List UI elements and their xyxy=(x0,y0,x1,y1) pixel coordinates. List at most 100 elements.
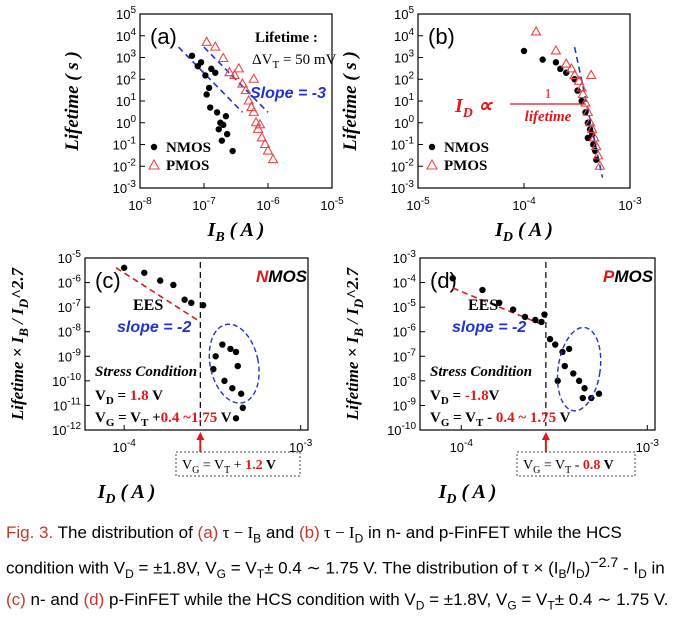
device-label: PMOS xyxy=(603,267,654,286)
annotation-rest: = 50 mV xyxy=(279,52,336,68)
tick-base: 10 xyxy=(113,138,127,153)
data-point-dot xyxy=(227,345,234,353)
x-tick-label: 10-4 xyxy=(112,438,136,455)
vg-sub2: T xyxy=(476,417,484,429)
tick-exponent: 1 xyxy=(130,92,136,103)
caption-sub: B xyxy=(558,567,567,582)
tick-exponent: -5 xyxy=(407,298,416,309)
data-point-triangle xyxy=(565,62,577,73)
caption-sup: −2.7 xyxy=(590,555,619,572)
vd-sub: D xyxy=(441,395,449,407)
vd-v: V xyxy=(430,388,441,404)
y-tick-label: 101 xyxy=(116,92,136,109)
caption-sub: D xyxy=(638,567,647,582)
tick-exponent: 1 xyxy=(408,92,414,103)
data-point-triangle xyxy=(240,84,252,95)
y-tick-label: 105 xyxy=(394,5,414,22)
tick-exponent: -7 xyxy=(72,298,81,309)
caption-sub: D xyxy=(415,598,425,613)
tick-base: 10 xyxy=(58,300,72,315)
tick-exponent: -3 xyxy=(405,179,414,190)
data-point-triangle xyxy=(217,52,229,63)
y-tick-label: 105 xyxy=(116,5,136,22)
xlabel-unit: ( A ) xyxy=(225,219,265,241)
tick-base: 10 xyxy=(636,440,650,455)
data-point-dot xyxy=(496,299,503,307)
vg-v: V xyxy=(95,410,106,426)
data-point-dot xyxy=(220,121,227,129)
caption-text: ± 0.4 ∼ 1.75 V. The distribution of τ × … xyxy=(264,559,559,579)
data-point-dot xyxy=(538,318,545,326)
annotation-subtitle: ΔVT = 50 mV xyxy=(252,52,337,71)
data-point-dot xyxy=(212,353,219,360)
relation-numerator: 1 xyxy=(545,87,552,102)
y-tick-label: 10-7 xyxy=(393,347,417,364)
data-point-dot xyxy=(213,109,221,116)
data-point-triangle xyxy=(259,138,271,149)
caption-text: /I xyxy=(566,559,576,579)
vg-box xyxy=(516,451,636,477)
y-tick-label: 100 xyxy=(116,114,136,131)
caption-sub: G xyxy=(216,567,226,582)
tick-base: 10 xyxy=(391,181,405,196)
ylabel-exp: ^2.7 xyxy=(8,266,27,298)
data-point-dot xyxy=(509,306,517,313)
vd-unit: V xyxy=(149,388,163,404)
data-point-dot xyxy=(552,341,559,348)
vg-v: V xyxy=(430,410,441,426)
data-point-dot xyxy=(521,313,529,321)
data-point-triangle xyxy=(588,131,600,142)
caption-sub: D xyxy=(575,567,585,582)
tick-exponent: -3 xyxy=(303,438,312,449)
x-axis-label: ID ( A ) xyxy=(438,481,497,507)
tick-exponent: -3 xyxy=(633,196,642,207)
fit-line xyxy=(452,287,542,326)
xlabel-unit: ( A ) xyxy=(457,481,497,503)
tick-exponent: -12 xyxy=(67,421,82,432)
x-axis-label: ID ( A ) xyxy=(97,481,156,507)
data-point-dot xyxy=(234,362,241,370)
tick-base: 10 xyxy=(52,423,66,438)
data-point-triangle xyxy=(224,66,235,77)
caption-text: ± 0.4 ∼ 1.75 V. xyxy=(554,590,669,610)
data-point-dot xyxy=(581,385,588,392)
legend-pmos-label: PMOS xyxy=(166,158,209,174)
y-tick-label: 10-5 xyxy=(58,249,82,266)
xlabel-sub: D xyxy=(104,492,115,507)
data-point-triangle xyxy=(267,153,279,164)
caption-text: - I xyxy=(618,559,639,579)
data-point-dot xyxy=(181,296,188,303)
caption-sub: D xyxy=(125,567,134,582)
tick-base: 10 xyxy=(387,423,401,438)
y-tick-label: 10-9 xyxy=(393,396,417,413)
relation-i: I xyxy=(454,95,464,117)
caption-text: = V xyxy=(226,559,257,579)
plot-frame xyxy=(419,257,656,431)
y-axis-label-text: Lifetime ( s ) xyxy=(62,51,83,152)
y-tick-label: 101 xyxy=(394,92,414,109)
y-axis-label: Lifetime ( s ) xyxy=(62,51,83,152)
tick-base: 10 xyxy=(394,51,408,66)
caption-sub: T xyxy=(256,567,265,582)
xlabel-unit: ( A ) xyxy=(513,219,553,241)
ylabel-sub: B xyxy=(16,328,31,338)
y-tick-label: 104 xyxy=(116,27,136,44)
y-tick-label: 10-3 xyxy=(113,179,137,196)
tick-exponent: -4 xyxy=(464,438,473,449)
data-point-dot xyxy=(156,277,164,284)
caption-ref-b: (b) xyxy=(298,523,320,542)
xlabel-base: I xyxy=(207,219,217,241)
data-point-triangle xyxy=(586,123,598,133)
tick-exponent: -3 xyxy=(407,249,416,260)
y-tick-label: 10-4 xyxy=(393,274,417,291)
data-point-dot xyxy=(170,281,177,289)
data-point-triangle xyxy=(237,77,248,88)
tick-base: 10 xyxy=(450,440,464,455)
tick-exponent: -1 xyxy=(405,136,414,147)
tick-base: 10 xyxy=(52,374,66,389)
data-point-triangle xyxy=(245,101,257,112)
data-point-dot xyxy=(562,69,570,76)
box-op: - xyxy=(571,458,583,473)
box-sub: G xyxy=(192,465,199,476)
